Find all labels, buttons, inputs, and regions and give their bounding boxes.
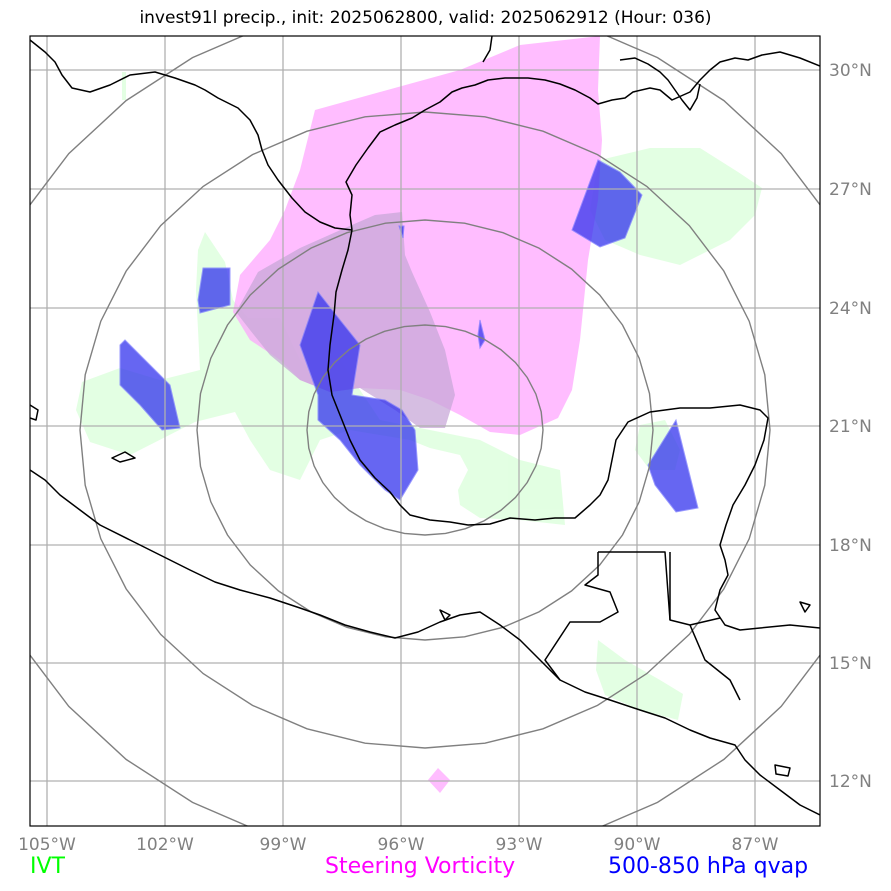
qvap-region (477, 319, 486, 350)
lat-tick-label: 18°N (829, 536, 872, 556)
coastline-mexico-east (327, 229, 820, 631)
range-ring (79, 111, 771, 749)
range-rings (30, 36, 820, 826)
coastline-us-gulf (482, 36, 493, 63)
lon-tick-label: 99°W (260, 835, 307, 855)
qvap-region (571, 159, 643, 248)
coastline-island (774, 764, 791, 777)
gridlines (30, 36, 820, 826)
coastline-northwest (30, 39, 353, 231)
coastline-pacific (30, 469, 820, 816)
lat-tick-label: 21°N (829, 417, 872, 437)
ivt-region (596, 640, 683, 720)
lon-tick-label: 96°W (378, 835, 425, 855)
legend-steering-vorticity: Steering Vorticity (325, 854, 516, 879)
ivt-region (122, 72, 126, 100)
border-honduras (669, 552, 741, 701)
lat-tick-label: 27°N (829, 180, 872, 200)
lat-tick-label: 30°N (829, 61, 872, 81)
lon-tick-label: 90°W (614, 835, 661, 855)
map-frame (29, 35, 821, 827)
lat-tick-label: 12°N (829, 772, 872, 792)
coastlines (30, 36, 820, 816)
overlap-region (236, 212, 455, 428)
coastline-island (439, 609, 451, 621)
range-ring (30, 36, 820, 826)
lat-tick-label: 24°N (829, 299, 872, 319)
page-title: invest91l precip., init: 2025062800, val… (139, 8, 712, 28)
coastline-island (30, 404, 39, 421)
coastline-us-gulf (345, 51, 820, 231)
ivt-region (76, 232, 565, 525)
range-ring (196, 219, 654, 641)
lon-tick-label: 102°W (136, 835, 194, 855)
lon-tick-label: 93°W (496, 835, 543, 855)
lat-tick-label: 15°N (829, 654, 872, 674)
lon-tick-label: 105°W (18, 835, 76, 855)
qvap-region (647, 418, 699, 513)
range-ring (306, 324, 544, 536)
legend-qvap: 500-850 hPa qvap (608, 854, 809, 879)
coastline-us-gulf (619, 57, 701, 111)
legend-ivt: IVT (30, 854, 65, 879)
coastline-island (799, 601, 811, 613)
lon-tick-label: 87°W (732, 835, 779, 855)
qvap-region (197, 267, 231, 314)
lat-tick-labels: 30°N 27°N 24°N 21°N 18°N 15°N 12°N (829, 61, 872, 792)
coastline-island (111, 451, 136, 463)
border-belize (544, 552, 619, 681)
lon-tick-labels: 105°W 102°W 99°W 96°W 93°W 90°W 87°W (18, 835, 779, 855)
